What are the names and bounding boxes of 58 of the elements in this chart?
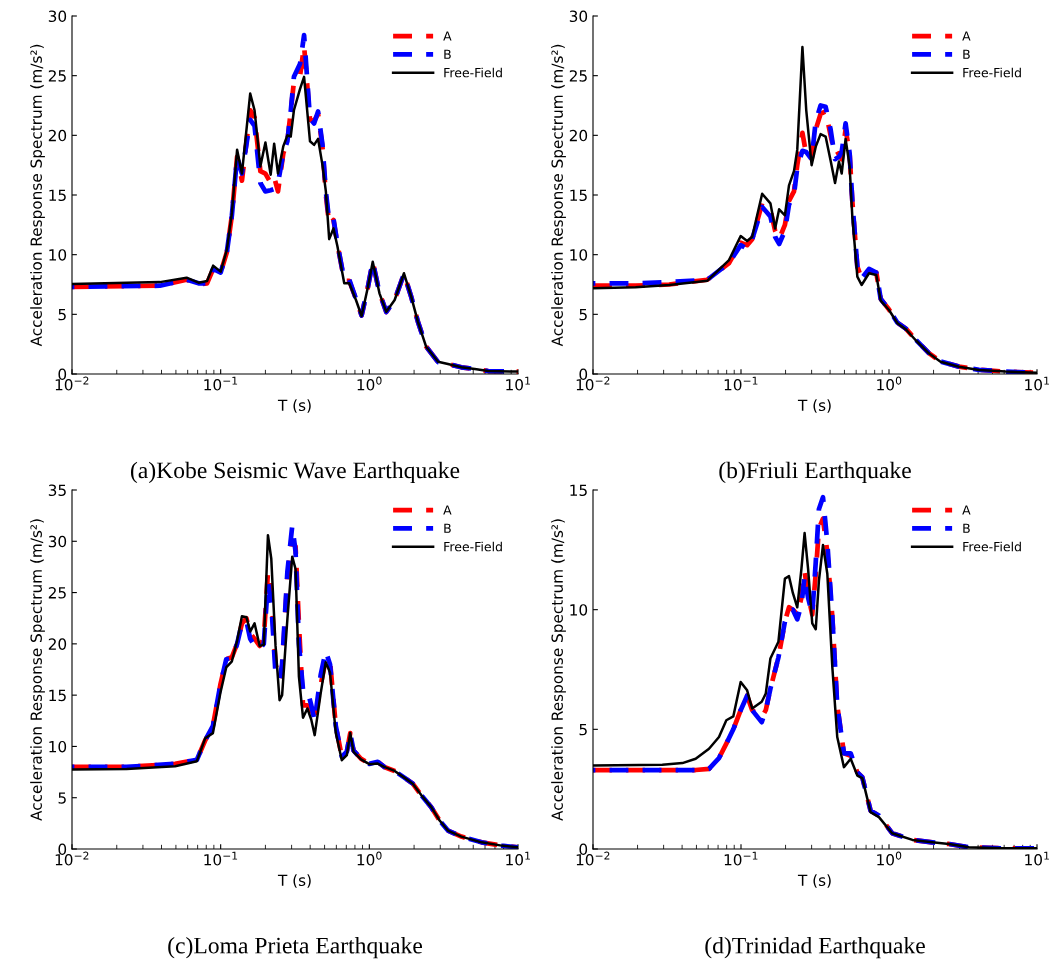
legend-label: Free-Field (963, 541, 1021, 552)
x-axis-title: T (s) (797, 874, 831, 888)
y-axis-title: Acceleration Response Spectrum (m/s²) (551, 44, 566, 347)
text: (a)Kobe Seismic Wave Earthquake (131, 461, 460, 484)
x-tick-label: 10$^{1}$ (506, 376, 530, 391)
x-axis-title: T (s) (277, 399, 311, 413)
y-tick-label: 10 (49, 249, 67, 261)
y-tick-label: 10 (49, 740, 67, 753)
legend-label: B (963, 49, 970, 59)
y-tick-label: 15 (570, 189, 587, 202)
x-tick-label: 10$^{−1}$ (724, 376, 758, 391)
y-tick-label: 20 (48, 129, 67, 142)
y-tick-label: 10 (570, 249, 588, 261)
legend-label: A (962, 31, 971, 41)
y-axis-title: Acceleration Response Spectrum (m/s²) (30, 44, 45, 347)
y-tick-label: 30 (48, 535, 67, 548)
y-tick-label: 10 (570, 604, 588, 616)
x-tick-label: 10$^{0}$ (357, 851, 382, 866)
legend-label: Free-Field (963, 67, 1021, 78)
y-tick-label: 5 (579, 309, 587, 321)
y-axis-title: Acceleration Response Spectrum (m/s²) (551, 519, 566, 821)
x-tick-label: 10$^{1}$ (506, 851, 530, 866)
x-axis-title: T (s) (277, 874, 311, 888)
y-tick-label: 25 (48, 70, 66, 82)
legend-label: B (444, 523, 451, 533)
y-tick-label: 30 (569, 10, 588, 23)
x-axis-title: T (s) (797, 399, 831, 413)
x-tick-label: 10$^{−1}$ (204, 376, 238, 391)
y-tick-label: 25 (48, 587, 66, 599)
x-tick-label: 10$^{0}$ (877, 851, 902, 866)
x-tick-label: 10$^{0}$ (357, 376, 382, 391)
x-tick-label: 10$^{−1}$ (204, 851, 238, 866)
legend-label: A (443, 505, 452, 515)
y-tick-label: 15 (49, 689, 66, 702)
y-tick-label: 20 (48, 638, 67, 650)
legend-label: A (443, 31, 452, 41)
text: (c)Loma Prieta Earthquake (168, 936, 423, 959)
legend-label: B (444, 49, 451, 59)
legend-label: Free-Field (444, 67, 502, 78)
text: (b)Friuli Earthquake (719, 461, 911, 484)
y-tick-label: 15 (570, 484, 587, 497)
legend-label: A (962, 505, 971, 515)
text: (d)Trinidad Earthquake (705, 936, 925, 959)
y-tick-label: 5 (58, 309, 66, 321)
x-tick-label: 10$^{−1}$ (724, 851, 758, 866)
legend-label: B (963, 523, 970, 533)
y-tick-label: 5 (579, 724, 587, 736)
y-tick-label: 5 (58, 792, 66, 804)
x-tick-label: 10$^{1}$ (1025, 376, 1049, 391)
y-tick-label: 35 (48, 484, 66, 497)
y-tick-label: 15 (49, 189, 66, 202)
y-tick-label: 20 (569, 129, 588, 142)
x-tick-label: 10$^{1}$ (1025, 851, 1049, 866)
legend-label: Free-Field (444, 541, 502, 552)
y-tick-label: 25 (569, 70, 587, 82)
y-axis-title: Acceleration Response Spectrum (m/s²) (30, 519, 45, 821)
x-tick-label: 10$^{0}$ (877, 376, 902, 391)
y-tick-label: 30 (48, 10, 67, 23)
